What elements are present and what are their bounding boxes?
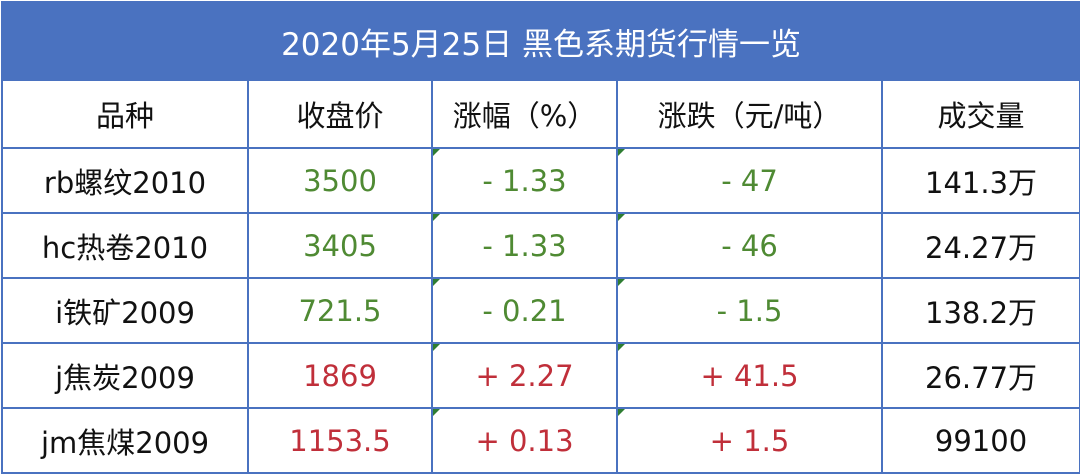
table-cell: 24.27万 bbox=[880, 212, 1080, 279]
table-cell: + 1.5 bbox=[616, 407, 883, 474]
table-cell: jm焦煤2009 bbox=[1, 407, 249, 474]
table-cell: 3500 bbox=[247, 147, 433, 214]
table-cell: 3405 bbox=[247, 212, 433, 279]
column-header: 成交量 bbox=[880, 79, 1080, 149]
column-header: 涨幅（%） bbox=[431, 79, 618, 149]
data-row: rb螺纹2010 3500- 1.33- 47 141.3万 bbox=[1, 147, 1080, 214]
table-cell: + 2.27 bbox=[431, 342, 618, 409]
column-header: 涨跌（元/吨） bbox=[616, 79, 883, 149]
data-row: jm焦煤2009 1153.5 + 0.13 + 1.5 99100 bbox=[1, 407, 1080, 474]
table-cell: 721.5 bbox=[247, 277, 433, 344]
table-cell: 141.3万 bbox=[880, 147, 1080, 214]
table-cell: + 0.13 bbox=[431, 407, 618, 474]
table-cell: 1869 bbox=[247, 342, 433, 409]
table-cell: - 0.21 bbox=[431, 277, 618, 344]
table-cell: + 41.5 bbox=[616, 342, 883, 409]
table-cell: j焦炭2009 bbox=[1, 342, 249, 409]
table-cell: - 47 bbox=[616, 147, 883, 214]
table-title: 2020年5月25日 黑色系期货行情一览 bbox=[0, 1, 1080, 81]
table-cell: - 46 bbox=[616, 212, 883, 279]
column-header: 收盘价 bbox=[247, 79, 433, 149]
table-cell: 26.77万 bbox=[880, 342, 1080, 409]
table-cell: 138.2万 bbox=[880, 277, 1080, 344]
header-row: 品种 收盘价 涨幅（%） 涨跌（元/吨） 成交量 bbox=[1, 79, 1080, 149]
table-cell: - 1.33 bbox=[431, 147, 618, 214]
table-cell: 1153.5 bbox=[247, 407, 433, 474]
table-cell: hc热卷2010 bbox=[1, 212, 249, 279]
table-cell: rb螺纹2010 bbox=[1, 147, 249, 214]
table-cell: i铁矿2009 bbox=[1, 277, 249, 344]
data-row: hc热卷2010 3405- 1.33- 46 24.27万 bbox=[1, 212, 1080, 279]
table-cell: 99100 bbox=[880, 407, 1080, 474]
column-header: 品种 bbox=[1, 79, 249, 149]
table-cell: - 1.33 bbox=[431, 212, 618, 279]
data-row: i铁矿2009 721.5- 0.21- 1.5 138.2万 bbox=[1, 277, 1080, 344]
table-cell: - 1.5 bbox=[616, 277, 883, 344]
data-row: j焦炭2009 1869 + 2.27 + 41.5 26.77万 bbox=[1, 342, 1080, 409]
